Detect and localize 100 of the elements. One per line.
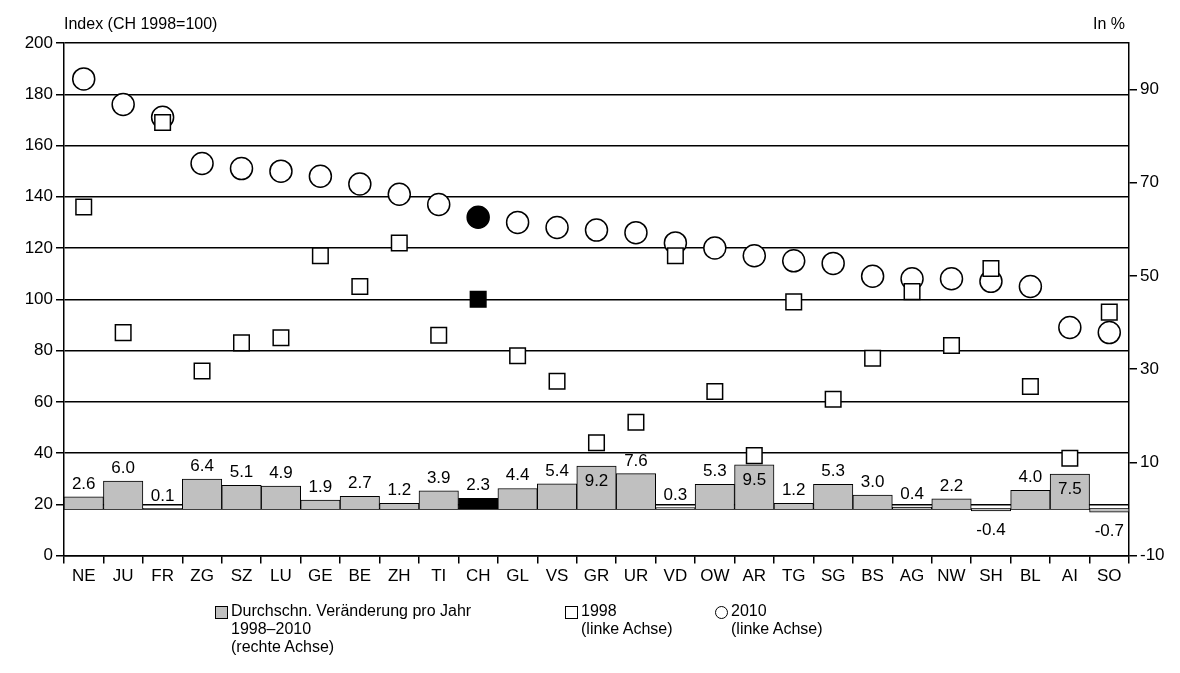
x-tick-label: ZG (190, 566, 214, 586)
data-label: 1.2 (781, 480, 806, 500)
data-label: -0.4 (976, 519, 1006, 539)
y-tick-label: 20 (34, 494, 53, 514)
point (860, 264, 885, 288)
data-label: 5.1 (229, 462, 254, 482)
point (75, 198, 93, 216)
point (272, 329, 290, 347)
x-tick-label: SG (820, 566, 846, 586)
data-label: 6.0 (111, 458, 135, 478)
point (466, 205, 490, 230)
data-label: 0.4 (900, 484, 924, 504)
point (742, 243, 767, 268)
y-tick-label: 180 (24, 83, 53, 103)
y-tick-label: 0 (43, 545, 53, 565)
data-label: -0.7 (1094, 521, 1124, 541)
point (193, 362, 211, 380)
data-label: 5.3 (703, 461, 727, 481)
data-label: 1.9 (308, 477, 333, 497)
point (469, 290, 487, 308)
x-tick-label: GR (583, 566, 610, 586)
x-tick-label: BS (861, 566, 884, 586)
point (1058, 315, 1082, 340)
point (311, 247, 329, 265)
point (308, 164, 333, 189)
x-tick-label: NE (71, 566, 96, 586)
point (351, 277, 369, 296)
y2-tick-label: 70 (1140, 172, 1159, 192)
point (71, 67, 96, 91)
point (545, 215, 569, 240)
point (190, 151, 214, 176)
point (114, 324, 132, 342)
y-tick-label: 140 (24, 186, 53, 206)
point (509, 347, 527, 365)
data-label: 2.2 (939, 475, 964, 495)
x-tick-label: LU (270, 566, 292, 586)
data-label: 7.6 (624, 450, 648, 470)
data-label: 4.9 (269, 463, 293, 483)
data-label: 2.3 (466, 475, 490, 495)
x-tick-label: SO (1097, 566, 1122, 586)
y-axis-title: Index (CH 1998=100) (64, 15, 218, 33)
point (1018, 274, 1043, 299)
point (781, 249, 806, 273)
x-tick-label: VD (663, 566, 688, 586)
x-tick-label: VS (545, 566, 569, 586)
data-label: 4.0 (1018, 467, 1043, 487)
data-label: 5.4 (545, 460, 569, 480)
point (232, 334, 251, 352)
point (703, 236, 727, 260)
point (982, 260, 1000, 278)
y2-tick-label: -10 (1140, 545, 1165, 565)
data-label: 0.3 (663, 484, 688, 504)
point (584, 218, 609, 242)
point (785, 293, 803, 311)
x-tick-label: GL (506, 566, 529, 586)
x-tick-label: TG (781, 566, 806, 586)
x-tick-label: TI (431, 566, 447, 586)
data-label: 7.5 (1058, 479, 1082, 499)
legend-label: 2010 (linke Achse) (731, 602, 823, 638)
data-label: 9.5 (742, 469, 767, 489)
point (587, 434, 606, 452)
y2-tick-label: 10 (1140, 452, 1159, 472)
point (390, 234, 408, 252)
y2-tick-label: 30 (1140, 358, 1159, 378)
point (1061, 449, 1079, 467)
x-tick-label: ZH (387, 566, 411, 586)
x-tick-label: SZ (230, 566, 253, 586)
x-tick-label: NW (937, 566, 966, 586)
data-label: 6.4 (190, 456, 214, 476)
point (864, 349, 882, 367)
point (939, 267, 964, 291)
data-label: 2.7 (348, 473, 372, 493)
y-tick-label: 160 (24, 135, 53, 155)
y2-tick-label: 90 (1140, 79, 1159, 99)
x-tick-label: AR (742, 566, 767, 586)
x-tick-label: GE (308, 566, 333, 586)
data-label: 3.9 (426, 467, 451, 487)
point (1021, 377, 1039, 395)
point (269, 159, 293, 183)
x-tick-label: FR (151, 566, 174, 586)
point (824, 390, 842, 408)
point (548, 372, 566, 390)
y2-axis-title: In % (1092, 15, 1125, 33)
data-label: 0.1 (150, 485, 175, 505)
data-label: 3.0 (860, 472, 885, 492)
point (1100, 303, 1118, 321)
point (942, 336, 961, 354)
y2-tick-label: 50 (1140, 265, 1159, 285)
y-tick-label: 200 (24, 32, 53, 52)
data-label: 5.3 (821, 461, 845, 481)
legend-label: Durchschn. Veränderung pro Jahr 1998–2010 (rechte Achse) (231, 602, 472, 656)
x-tick-label: AG (899, 566, 925, 586)
point (745, 447, 763, 465)
data-label: 2.6 (71, 473, 96, 493)
point (1097, 320, 1122, 345)
x-tick-label: BE (348, 566, 372, 586)
y-tick-label: 60 (34, 391, 53, 411)
legend-label: 1998 (linke Achse) (581, 602, 673, 638)
point (387, 182, 412, 206)
point (903, 283, 921, 301)
